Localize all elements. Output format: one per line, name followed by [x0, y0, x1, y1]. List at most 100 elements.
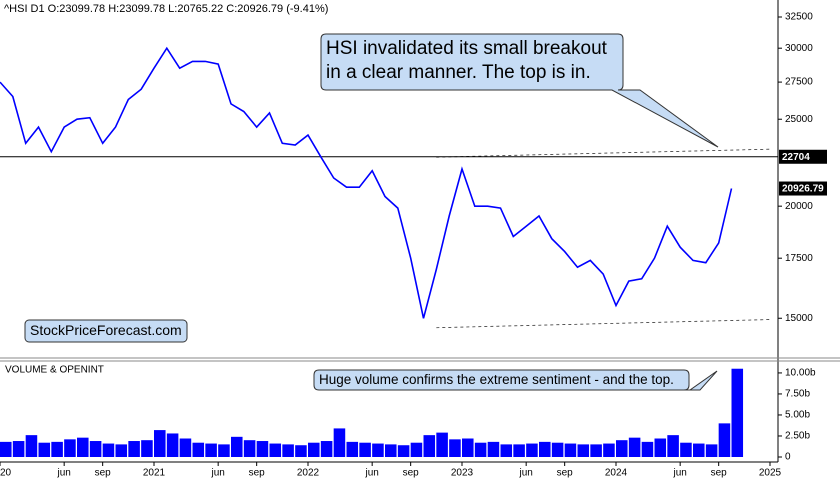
- x-tick-label: 2023: [451, 468, 474, 479]
- volume-bar: [179, 438, 192, 457]
- volume-bar: [141, 440, 153, 457]
- volume-bar: [526, 443, 538, 457]
- volume-bar: [577, 444, 590, 457]
- chart-title: ^HSI D1 O:23099.78 H:23099.78 L:20765.22…: [4, 3, 328, 15]
- price-label: 22704: [782, 152, 810, 163]
- y-tick-label: 15000: [785, 313, 813, 324]
- x-tick-label: 2024: [605, 468, 628, 479]
- price-label: 20926.79: [782, 184, 824, 195]
- x-tick-label: 2022: [297, 468, 320, 479]
- volume-bar: [551, 442, 564, 457]
- volume-bar: [89, 441, 102, 457]
- volume-bar: [423, 435, 436, 457]
- volume-bar: [500, 444, 513, 457]
- x-tick-label: jun: [56, 468, 70, 479]
- y-tick-label: 0: [785, 452, 791, 463]
- volume-bar: [231, 436, 243, 457]
- volume-bar: [590, 444, 602, 457]
- volume-bar: [102, 443, 115, 457]
- volume-bar: [449, 439, 461, 457]
- volume-bar: [320, 441, 333, 457]
- y-tick-label: 2.50b: [785, 431, 810, 442]
- volume-bar: [539, 441, 551, 457]
- volume-bar: [333, 428, 346, 457]
- x-tick-label: sep: [249, 468, 266, 479]
- volume-bar: [166, 433, 179, 457]
- y-tick-label: 30000: [785, 43, 813, 54]
- y-tick-label: 17500: [785, 253, 813, 264]
- volume-bar: [77, 437, 89, 457]
- volume-bar: [462, 438, 474, 457]
- volume-bar: [628, 437, 641, 457]
- y-tick-label: 20000: [785, 201, 813, 212]
- volume-bar: [616, 440, 628, 457]
- volume-bar: [51, 441, 63, 457]
- x-tick-label: jun: [364, 468, 378, 479]
- watermark-box: [24, 319, 188, 343]
- volume-bar: [487, 441, 500, 457]
- x-tick-label: sep: [403, 468, 420, 479]
- volume-bar: [731, 368, 744, 457]
- volume-bar: [0, 441, 12, 457]
- volume-bar: [295, 445, 307, 457]
- volume-bar: [603, 443, 615, 457]
- callout-box: [320, 33, 719, 148]
- x-tick-label: jun: [518, 468, 532, 479]
- volume-bar: [654, 438, 667, 457]
- trendline: [436, 148, 771, 158]
- volume-bar: [269, 443, 282, 457]
- price-line: [0, 46, 733, 319]
- volume-bar: [667, 435, 679, 457]
- volume-bar: [346, 441, 359, 457]
- volume-bar: [256, 441, 269, 457]
- x-tick-label: sep: [557, 468, 574, 479]
- volume-bar: [218, 444, 230, 457]
- callout-text: in a clear manner. The top is in.: [326, 62, 591, 83]
- volume-bar: [718, 423, 731, 457]
- volume-bar: [474, 442, 487, 457]
- volume-bar: [243, 440, 256, 457]
- y-tick-label: 10.00b: [785, 368, 816, 379]
- watermark: StockPriceForecast.com: [30, 322, 182, 338]
- x-tick-label: sep: [711, 468, 728, 479]
- x-tick-label: jun: [672, 468, 686, 479]
- volume-bar: [410, 442, 423, 457]
- volume-bar: [282, 444, 294, 457]
- volume-bar: [436, 432, 448, 457]
- volume-bar: [154, 430, 166, 457]
- volume-bar: [38, 442, 51, 457]
- x-tick-label: jun: [210, 468, 224, 479]
- volume-bar: [308, 442, 320, 457]
- price-label-box: [779, 149, 827, 164]
- x-tick-label: 2020: [0, 468, 12, 479]
- volume-bar: [192, 442, 205, 457]
- volume-bar: [564, 443, 577, 457]
- trendline: [436, 319, 771, 329]
- volume-bar: [12, 441, 25, 457]
- callout-box: [313, 369, 718, 391]
- volume-bar: [25, 435, 38, 457]
- y-tick-label: 5.00b: [785, 410, 810, 421]
- y-tick-label: 7.50b: [785, 389, 810, 400]
- callout-text: HSI invalidated its small breakout: [326, 38, 608, 59]
- x-tick-label: 2021: [143, 468, 166, 479]
- volume-bar: [359, 442, 371, 457]
- price-label-box: [779, 181, 827, 196]
- volume-bar: [693, 443, 705, 457]
- volume-title: VOLUME & OPENINT: [5, 365, 104, 376]
- volume-bar: [397, 445, 410, 457]
- x-tick-label: sep: [95, 468, 112, 479]
- volume-bar: [205, 443, 217, 457]
- volume-bar: [705, 444, 718, 457]
- volume-bar: [128, 441, 140, 457]
- volume-bar: [64, 439, 76, 457]
- y-tick-label: 25000: [785, 114, 813, 125]
- volume-bar: [641, 441, 654, 457]
- volume-bar: [372, 443, 384, 457]
- volume-bar: [385, 444, 397, 457]
- x-tick-label: 2025: [759, 468, 782, 479]
- y-tick-label: 27500: [785, 77, 813, 88]
- volume-bar: [680, 442, 692, 457]
- volume-bar: [513, 444, 525, 457]
